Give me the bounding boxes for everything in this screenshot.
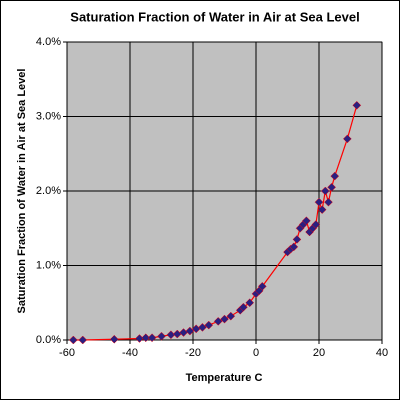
data-point	[239, 302, 248, 312]
chart-title: Saturation Fraction of Water in Air at S…	[70, 9, 359, 24]
x-tick-label: 40	[376, 347, 388, 359]
data-point	[185, 326, 195, 336]
data-point	[220, 314, 229, 324]
x-tick-label: -60	[59, 347, 75, 359]
data-point	[157, 331, 166, 341]
data-point	[109, 334, 119, 344]
data-point	[204, 320, 214, 330]
data-point	[352, 100, 362, 110]
data-point	[320, 186, 330, 196]
data-point	[78, 335, 88, 345]
data-point	[213, 317, 223, 326]
data-point	[68, 335, 78, 345]
data-point	[257, 282, 267, 291]
x-tick-label: -20	[185, 347, 201, 359]
data-point	[317, 205, 327, 214]
data-point	[292, 235, 302, 244]
y-tick-label: 3.0%	[36, 110, 61, 122]
data-point	[289, 242, 299, 252]
data-point	[147, 333, 157, 343]
x-tick-label: -40	[122, 347, 138, 359]
y-tick-label: 0.0%	[36, 334, 61, 346]
data-point	[330, 171, 340, 181]
data-point	[198, 322, 207, 332]
data-point	[324, 197, 333, 207]
data-point	[245, 298, 255, 308]
data-point	[314, 197, 324, 207]
y-tick-label: 1.0%	[36, 259, 61, 271]
data-point	[311, 220, 321, 229]
x-axis-label: Temperature C	[186, 372, 263, 384]
data-point	[226, 311, 236, 321]
data-point	[141, 333, 151, 343]
data-point	[327, 182, 336, 192]
y-tick-label: 4.0%	[36, 36, 61, 48]
x-tick-label: 20	[313, 347, 325, 359]
data-point	[302, 216, 311, 226]
data-point	[342, 134, 352, 144]
y-axis-label: Saturation Fraction of Water in Air at S…	[16, 69, 28, 314]
x-tick-label: 0	[253, 347, 259, 359]
y-tick-label: 2.0%	[36, 185, 61, 197]
